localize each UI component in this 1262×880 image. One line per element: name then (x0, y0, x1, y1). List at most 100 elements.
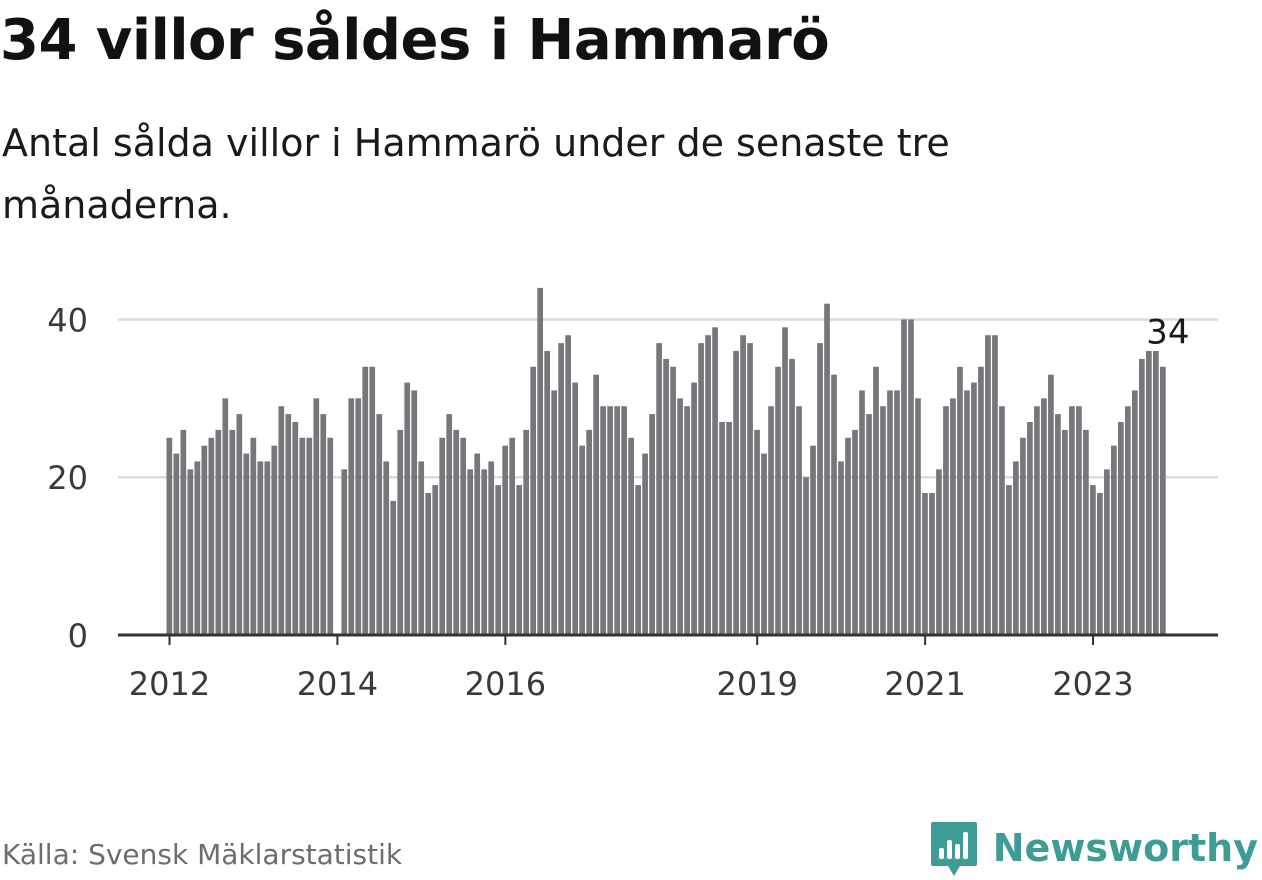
bar (257, 461, 264, 635)
bar (593, 374, 599, 635)
bar (474, 453, 481, 635)
bar (236, 414, 243, 635)
brand-name: Newsworthy (992, 826, 1258, 870)
bar (628, 437, 634, 635)
bar (390, 500, 397, 635)
bar (698, 343, 704, 635)
bar (649, 414, 655, 635)
bar (369, 366, 376, 635)
y-tick-label: 0 (68, 617, 88, 655)
bar (1132, 390, 1138, 635)
bar (215, 429, 222, 635)
bar (880, 406, 886, 635)
bar (894, 390, 900, 635)
bar (1076, 406, 1082, 635)
bar (936, 469, 942, 635)
bar (971, 382, 977, 635)
bar (922, 493, 928, 635)
bar (1139, 358, 1145, 635)
bar (383, 461, 390, 635)
bar (964, 390, 970, 635)
bar (250, 437, 257, 635)
bar (299, 437, 306, 635)
bar (187, 469, 194, 635)
bar (1097, 493, 1103, 635)
bar (1104, 469, 1110, 635)
chart-subtitle: Antal sålda villor i Hammarö under de se… (2, 121, 950, 227)
bar (691, 382, 697, 635)
bar (194, 461, 201, 635)
bar (292, 422, 299, 635)
bar (656, 343, 662, 635)
y-tick-label: 20 (47, 459, 88, 497)
bar (733, 351, 739, 635)
bar (243, 453, 250, 635)
bar (712, 327, 718, 635)
bar (1111, 445, 1117, 635)
bar (572, 382, 578, 635)
bar (824, 303, 830, 635)
bar (929, 493, 935, 635)
bar (614, 406, 620, 635)
bar (600, 406, 606, 635)
bar (180, 429, 187, 635)
bar (1013, 461, 1019, 635)
bar (523, 429, 530, 635)
bar (439, 437, 446, 635)
bar (348, 398, 355, 635)
bar (747, 343, 753, 635)
bar (495, 485, 502, 635)
bar (985, 335, 991, 635)
bar (719, 422, 725, 635)
bar (278, 406, 285, 635)
bar-chart: 0 20 40 2012 2014 2016 2019 2021 2023 34 (47, 287, 1218, 703)
bar (306, 437, 313, 635)
bar (1027, 422, 1033, 635)
bar (208, 437, 215, 635)
bar (1083, 429, 1089, 635)
bar (726, 422, 732, 635)
bar (467, 469, 474, 635)
bar (838, 461, 844, 635)
bar (1062, 429, 1068, 635)
bar (285, 414, 292, 635)
bar (740, 335, 746, 635)
y-tick-label: 40 (47, 301, 88, 339)
bar (1048, 374, 1054, 635)
bar (943, 406, 949, 635)
bar (516, 485, 523, 635)
bar (789, 358, 795, 635)
bar (705, 335, 711, 635)
bar (796, 406, 802, 635)
bar (670, 366, 676, 635)
bar (831, 374, 837, 635)
bar (950, 398, 956, 635)
bar (481, 469, 488, 635)
source-note: Källa: Svensk Mäklarstatistik (2, 838, 403, 871)
bar (1041, 398, 1047, 635)
bar (1153, 351, 1159, 635)
bar (642, 453, 648, 635)
bar (803, 477, 809, 635)
bar (810, 445, 816, 635)
bar (264, 461, 271, 635)
bar (1055, 414, 1061, 635)
bar (768, 406, 774, 635)
bar (404, 382, 411, 635)
bar (397, 429, 404, 635)
bar (558, 343, 564, 635)
bar (663, 358, 669, 635)
bar (411, 390, 418, 635)
bar (1118, 422, 1124, 635)
brand: Newsworthy (929, 816, 1258, 880)
bar (607, 406, 613, 635)
bar (782, 327, 788, 635)
bar (530, 366, 537, 635)
bar (1125, 406, 1131, 635)
bar (635, 485, 641, 635)
bar (544, 351, 551, 635)
bar (859, 390, 865, 635)
bar (320, 414, 327, 635)
bar (355, 398, 362, 635)
bar (453, 429, 460, 635)
